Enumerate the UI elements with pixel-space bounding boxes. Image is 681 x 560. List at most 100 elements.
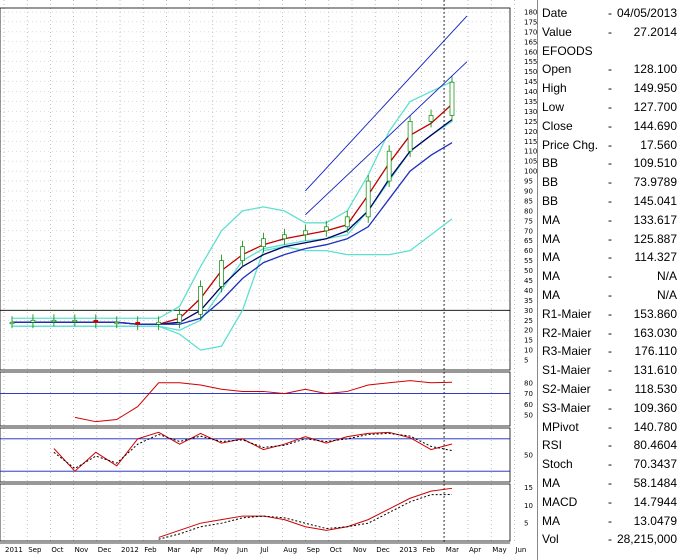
panel-frame	[0, 427, 511, 483]
y-tick-label: 105	[524, 158, 537, 166]
y-tick-label: 65	[524, 237, 533, 245]
info-row: R3-Maier - 176.110	[542, 342, 677, 360]
y-tick-label: 115	[524, 138, 537, 146]
info-label: EFOODS	[542, 43, 593, 58]
x-tick-label: Jun	[236, 546, 248, 554]
y-tick-label: 125	[524, 118, 537, 126]
info-label: MACD	[542, 494, 578, 509]
info-label: MA	[542, 250, 560, 265]
candle-body	[198, 286, 203, 315]
y-tick-label: 45	[524, 277, 533, 285]
info-row: EFOODS	[542, 42, 677, 60]
info-value: 140.780	[633, 419, 677, 434]
x-tick-label: Nov	[75, 546, 89, 554]
info-label: S3-Maier	[542, 400, 591, 415]
y-tick-label: 135	[524, 98, 537, 106]
x-tick-label: Oct	[51, 546, 63, 554]
info-separator: -	[608, 382, 612, 396]
info-label: MPivot	[542, 419, 579, 434]
info-value: 27.2014	[633, 24, 677, 39]
x-tick-label: Dec	[376, 546, 390, 554]
y-tick-label: 5	[524, 520, 528, 528]
x-tick-label: Apr	[469, 546, 481, 554]
y-tick-label: 15	[524, 337, 533, 345]
info-row: S3-Maier - 109.360	[542, 399, 677, 417]
info-label: S2-Maier	[542, 382, 591, 396]
y-tick-label: 85	[524, 197, 533, 205]
info-label: BB	[542, 175, 559, 190]
info-value: 17.560	[640, 137, 677, 152]
series-line-bb	[12, 218, 453, 351]
y-tick-label: 40	[524, 287, 533, 295]
info-label: Date	[542, 6, 568, 20]
y-tick-label: 180	[524, 8, 537, 16]
info-separator: -	[608, 363, 612, 378]
y-tick-label: 80	[524, 379, 533, 387]
x-tick-label: Sep	[307, 546, 321, 554]
info-separator: -	[608, 231, 612, 246]
info-value: 114.327	[634, 250, 678, 265]
panel-frame	[0, 7, 511, 371]
info-separator: -	[608, 100, 612, 114]
info-separator: -	[608, 325, 612, 340]
info-separator: -	[608, 532, 612, 547]
info-separator: -	[608, 24, 612, 39]
info-row: MA - 58.1484	[542, 474, 677, 492]
info-value: N/A	[656, 269, 677, 284]
indicator-line-ma	[53, 432, 453, 470]
candle-body	[386, 150, 392, 182]
x-tick-label: Jul	[259, 546, 269, 554]
y-tick-label: 80	[524, 207, 533, 215]
chart-area[interactable]: 2011 Sep Oct Nov Dec 2012 Feb Mar Apr May Jun Jul Au…	[0, 0, 537, 560]
info-value: 131.610	[633, 363, 677, 378]
info-separator: -	[608, 494, 612, 509]
info-value: 127.700	[633, 100, 677, 114]
y-tick-label: 95	[524, 178, 533, 186]
info-row: R1-Maier - 153.860	[542, 305, 677, 323]
series-line-bb	[12, 120, 453, 331]
info-row: S1-Maier - 131.610	[542, 361, 677, 379]
candle-body	[428, 115, 434, 122]
x-tick-label: 2012	[121, 546, 139, 554]
y-tick-label: 100	[524, 168, 537, 176]
info-value: 163.030	[633, 325, 677, 340]
y-tick-label: 20	[524, 327, 533, 335]
x-tick-label: Feb	[423, 546, 436, 554]
indicator-line-rsi	[74, 380, 453, 423]
candle-body	[219, 260, 224, 287]
info-label: MA	[542, 476, 560, 490]
candle-body	[93, 319, 99, 323]
info-label: MA	[542, 231, 560, 246]
info-label: Price Chg.	[542, 137, 599, 152]
info-value: 176.110	[634, 344, 678, 359]
y-tick-label: 50	[524, 412, 533, 420]
y-tick-label: 165	[524, 38, 537, 46]
y-tick-label: 15	[524, 484, 533, 492]
info-row: RSI - 80.4604	[542, 436, 677, 454]
info-label: Value	[542, 24, 572, 39]
y-tick-label: 60	[524, 247, 533, 255]
info-row: MA - N/A	[542, 267, 677, 285]
y-tick-label: 155	[524, 58, 537, 66]
x-tick-label: May	[214, 546, 228, 554]
info-row: MA - N/A	[542, 286, 677, 304]
y-tick-label: 25	[524, 317, 533, 325]
y-tick-label: 110	[524, 148, 537, 156]
y-tick-label: 175	[524, 18, 537, 26]
info-separator: -	[608, 400, 612, 415]
y-tick-label: 120	[524, 128, 537, 136]
info-value: 28,215,000	[616, 532, 677, 547]
info-value: 109.360	[633, 400, 677, 415]
info-row: BB - 73.9789	[542, 173, 677, 191]
info-label: Close	[542, 118, 573, 133]
x-tick-label: 2011	[5, 546, 23, 554]
info-separator: -	[608, 137, 612, 152]
x-tick-label: 2013	[399, 546, 417, 554]
info-label: R1-Maier	[542, 306, 592, 321]
info-row: High - 149.950	[542, 79, 677, 97]
y-tick-label: 130	[524, 108, 537, 116]
info-label: MA	[542, 513, 560, 528]
info-row: Low - 127.700	[542, 98, 677, 116]
info-separator: -	[608, 269, 612, 284]
info-row: Close - 144.690	[542, 117, 677, 135]
